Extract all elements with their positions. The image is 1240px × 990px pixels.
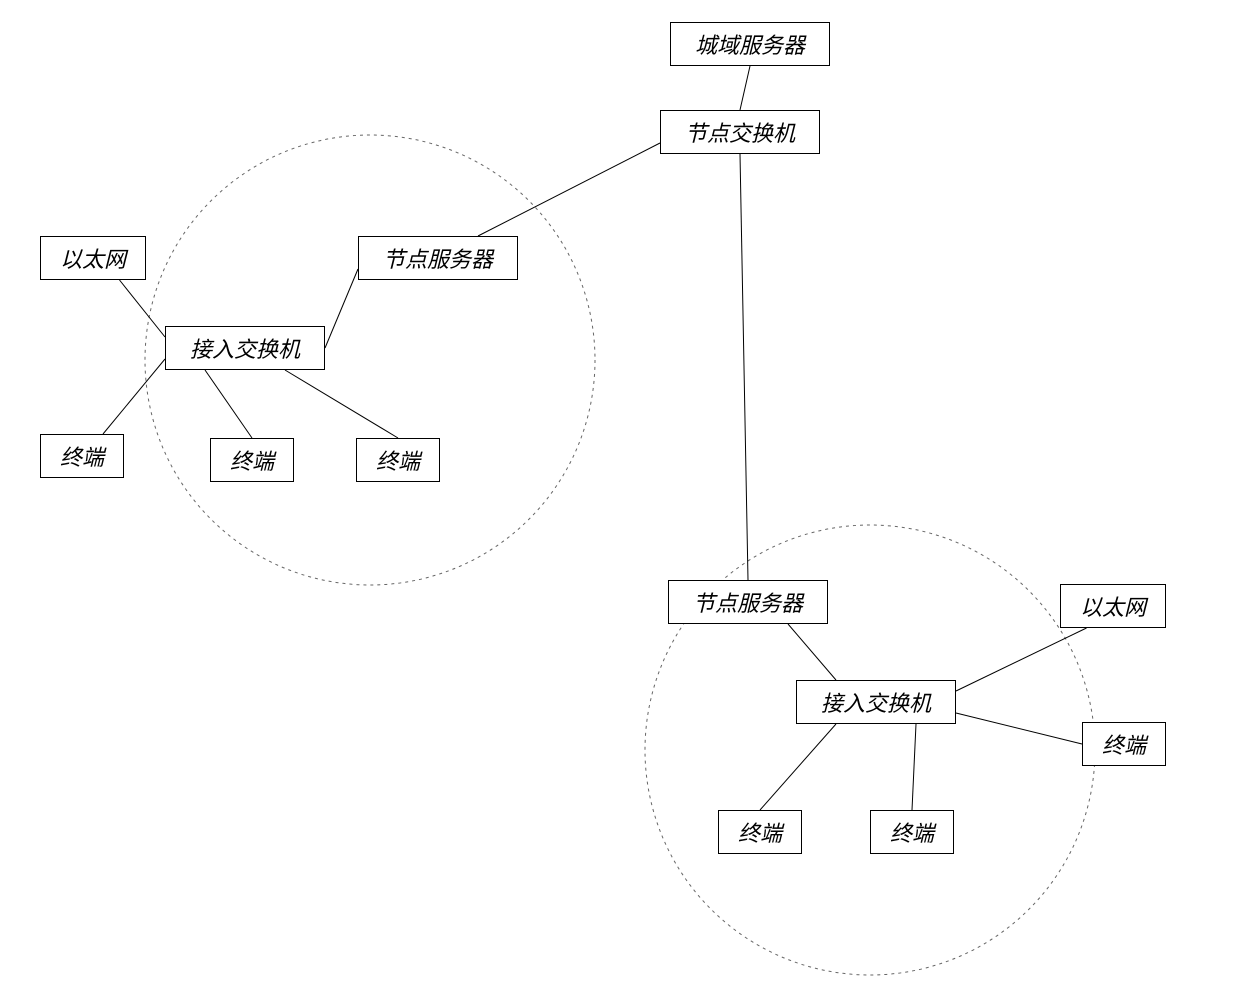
node-label: 终端 [1102,728,1146,760]
node-terminal-2b: 终端 [870,810,954,854]
node-label: 终端 [890,816,934,848]
edge [285,370,398,438]
edge [912,724,916,810]
node-label: 接入交换机 [190,332,300,364]
node-label: 节点服务器 [693,586,803,618]
edge [325,269,358,348]
edge [120,280,166,337]
diagram-edges-layer [0,0,1240,990]
edge [103,359,165,434]
node-label: 终端 [738,816,782,848]
node-access-switch-2: 接入交换机 [796,680,956,724]
node-label: 以太网 [60,242,126,274]
edge [760,724,836,810]
edge [740,154,748,580]
edge [956,628,1087,691]
node-label: 以太网 [1080,590,1146,622]
node-label: 终端 [230,444,274,476]
node-label: 接入交换机 [821,686,931,718]
node-ethernet-1: 以太网 [40,236,146,280]
node-label: 节点服务器 [383,242,493,274]
edge [740,66,750,110]
edge [205,370,252,438]
edge [788,624,836,680]
edge [478,143,660,236]
node-label: 终端 [376,444,420,476]
node-node-server-1: 节点服务器 [358,236,518,280]
node-node-server-2: 节点服务器 [668,580,828,624]
node-metro-server: 城域服务器 [670,22,830,66]
node-terminal-1c: 终端 [40,434,124,478]
node-terminal-1b: 终端 [356,438,440,482]
node-access-switch-1: 接入交换机 [165,326,325,370]
node-ethernet-2: 以太网 [1060,584,1166,628]
edge [956,713,1082,744]
diagram-canvas: 城域服务器节点交换机节点服务器接入交换机终端终端以太网终端节点服务器接入交换机终… [0,0,1240,990]
node-terminal-1a: 终端 [210,438,294,482]
node-label: 城域服务器 [695,28,805,60]
node-node-switch: 节点交换机 [660,110,820,154]
node-terminal-2a: 终端 [718,810,802,854]
node-terminal-2c: 终端 [1082,722,1166,766]
node-label: 节点交换机 [685,116,795,148]
node-label: 终端 [60,440,104,472]
